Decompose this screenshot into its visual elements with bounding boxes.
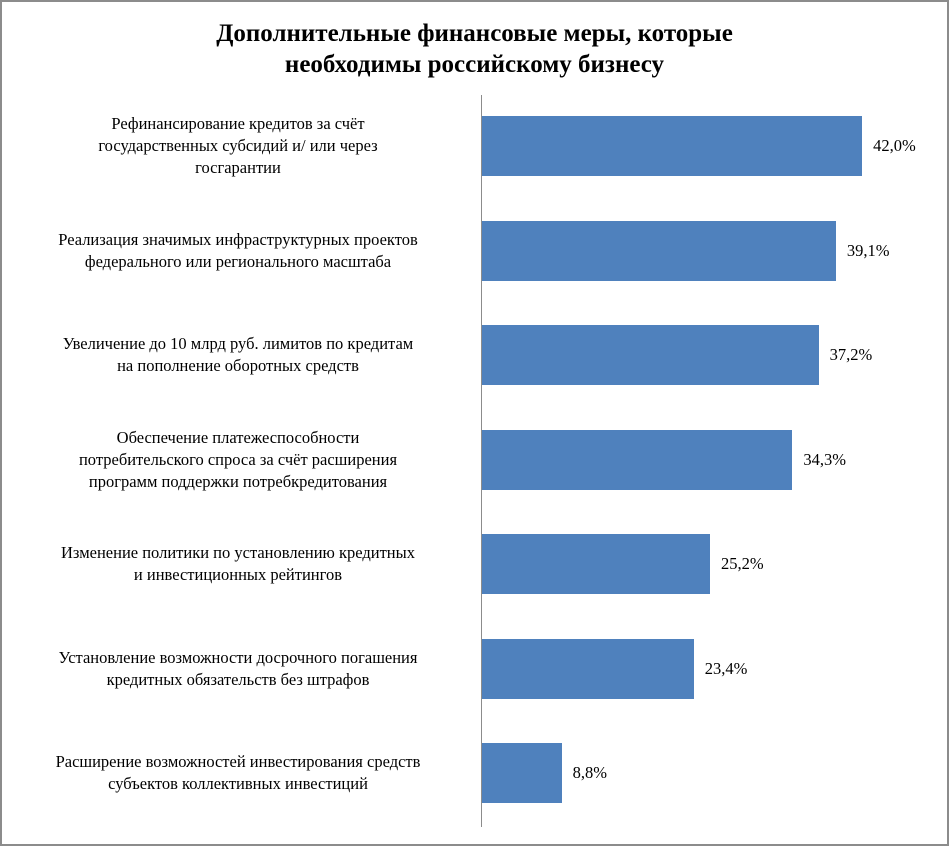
category-label-line: кредитных обязательств без штрафов bbox=[106, 669, 370, 689]
category-label-line: Рефинансирование кредитов за счёт bbox=[111, 114, 365, 133]
chart-title-line-1: Дополнительные финансовые меры, которые bbox=[216, 20, 733, 47]
category-label-line: и инвестиционных рейтингов bbox=[133, 565, 343, 584]
value-label: 39,1% bbox=[846, 240, 890, 260]
bar bbox=[482, 116, 863, 176]
bar bbox=[482, 743, 562, 803]
category-axis bbox=[481, 95, 482, 827]
bar bbox=[482, 638, 694, 699]
value-label: 42,0% bbox=[873, 136, 916, 155]
bar bbox=[482, 220, 836, 281]
category-label: Обеспечение платежеспособности потребител… bbox=[10, 420, 466, 500]
category-label: Установление возможности досрочного пога… bbox=[10, 629, 466, 709]
category-label: Расширение возможностей инвестирования с… bbox=[10, 733, 466, 813]
category-label-line: субъектов коллективных инвестиций bbox=[108, 774, 368, 793]
value-label: 23,4% bbox=[704, 658, 748, 678]
category-label-line: потребительского спроса за счёт расширен… bbox=[78, 449, 398, 469]
category-label-line: на пополнение оборотных средств bbox=[117, 356, 359, 375]
value-label: 37,2% bbox=[829, 345, 873, 364]
category-label-line: Обеспечение платежеспособности bbox=[116, 427, 360, 447]
category-label-line: госгарантии bbox=[195, 158, 281, 177]
category-label-line: федерального или регионального масштаба bbox=[84, 251, 392, 271]
value-label: 34,3% bbox=[803, 449, 847, 469]
category-label-line: Установление возможности досрочного пога… bbox=[58, 647, 418, 667]
category-label: Увеличение до 10 млрд руб. лимитов по кр… bbox=[10, 315, 466, 395]
value-label: 8,8% bbox=[572, 763, 607, 782]
chart-title-line-2: необходимы российскому бизнесу bbox=[284, 51, 665, 78]
category-label-line: Изменение политики по установлению креди… bbox=[61, 543, 415, 562]
category-label-line: программ поддержки потребкредитования bbox=[88, 471, 388, 491]
category-label-line: Реализация значимых инфраструктурных про… bbox=[58, 229, 418, 249]
category-label: Рефинансирование кредитов за счёт государ… bbox=[10, 106, 466, 186]
bar bbox=[482, 429, 793, 490]
category-label-line: Расширение возможностей инвестирования с… bbox=[55, 752, 421, 771]
category-label: Изменение политики по установлению креди… bbox=[10, 524, 466, 604]
category-label-line: Увеличение до 10 млрд руб. лимитов по кр… bbox=[62, 334, 414, 353]
value-label: 25,2% bbox=[721, 554, 764, 573]
bar bbox=[482, 534, 711, 594]
category-label-line: государственных субсидий и/ или через bbox=[98, 136, 378, 155]
category-label: Реализация значимых инфраструктурных про… bbox=[10, 211, 466, 291]
chart-title: Дополнительные финансовые меры, которые … bbox=[2, 18, 947, 80]
bar bbox=[482, 325, 819, 385]
